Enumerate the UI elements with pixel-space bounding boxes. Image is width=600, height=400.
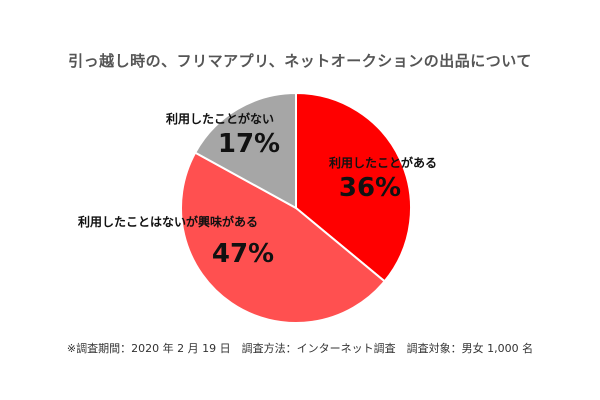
slice-interested-percent: 47% [212,239,274,269]
slice-used [295,91,412,283]
slice-never-label: 利用したことがない [166,111,274,126]
survey-footnote: ※調査期間：2020 年 2 月 19 日 調査方法：インターネット調査 調査対… [66,342,534,355]
slice-used-label: 利用したことがある [329,155,437,170]
slice-interested [180,151,387,324]
pie-labels: 利用したことがある 36% 利用したことはないが興味がある 47% 利用したことがない 1… [78,111,437,269]
slice-never [193,91,297,210]
chart-title: 引っ越し時の、フリマアプリ、ネットオークションの出品について [68,52,532,70]
slice-interested-label: 利用したことはないが興味がある [78,214,258,229]
slice-never-percent: 17% [218,129,280,159]
slice-used-percent: 36% [339,173,401,203]
pie-slices [180,91,412,324]
